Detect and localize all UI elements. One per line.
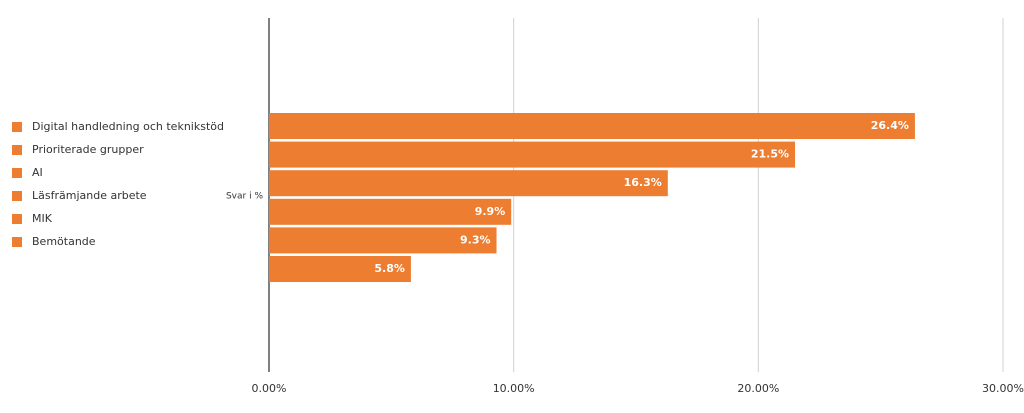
legend-label: AI	[32, 166, 43, 179]
bar	[269, 113, 915, 139]
value-label: 21.5%	[751, 148, 789, 161]
value-label: 5.8%	[374, 262, 405, 275]
legend-swatch	[12, 191, 22, 201]
y-axis-label: Svar i %	[226, 192, 263, 202]
x-tick-label: 10.00%	[493, 382, 535, 395]
legend-swatch	[12, 145, 22, 155]
x-tick-label: 0.00%	[252, 382, 287, 395]
legend-swatch	[12, 168, 22, 178]
x-tick-label: 30.00%	[982, 382, 1024, 395]
legend-label: MIK	[32, 212, 53, 225]
legend-swatch	[12, 122, 22, 132]
value-label: 9.3%	[460, 233, 491, 246]
x-tick-label: 20.00%	[737, 382, 779, 395]
value-label: 26.4%	[871, 119, 909, 132]
legend-label: Läsfrämjande arbete	[32, 189, 147, 202]
bar	[269, 170, 668, 197]
value-label: 16.3%	[624, 176, 662, 189]
bar	[269, 141, 796, 168]
legend-label: Digital handledning och teknikstöd	[32, 120, 224, 133]
legend-label: Prioriterade grupper	[32, 143, 144, 156]
legend-label: Bemötande	[32, 235, 96, 248]
bar	[269, 256, 411, 282]
bar	[269, 198, 512, 225]
legend-swatch	[12, 214, 22, 224]
legend-swatch	[12, 237, 22, 247]
bar	[269, 227, 497, 254]
value-label: 9.9%	[475, 205, 506, 218]
